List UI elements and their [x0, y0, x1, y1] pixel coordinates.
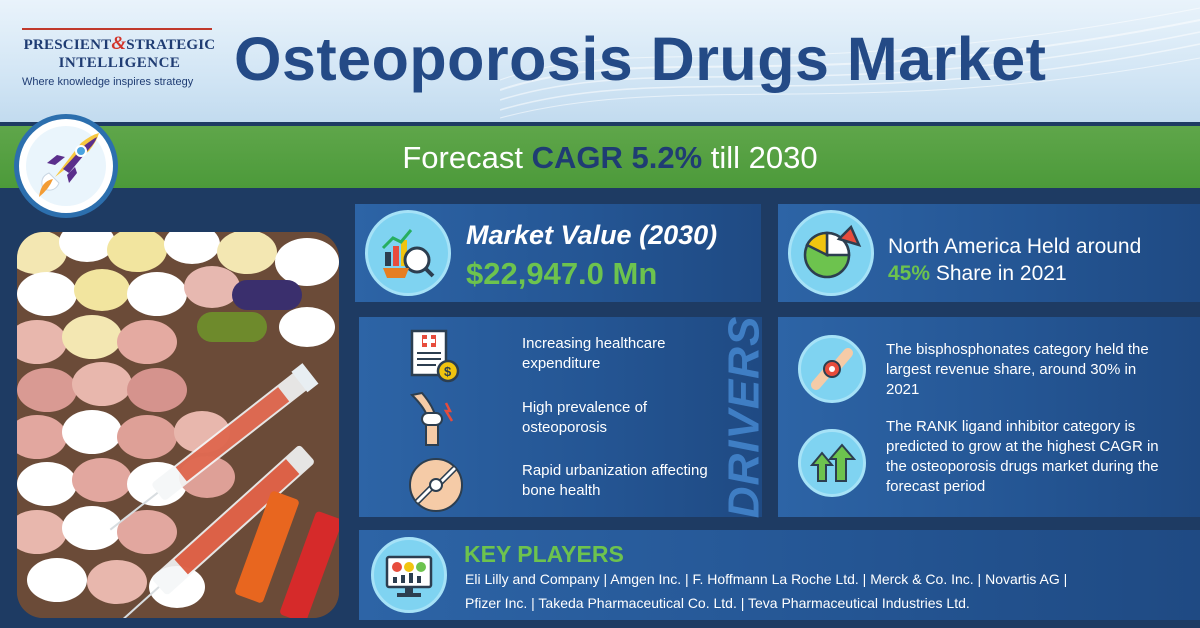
forecast-suffix: till 2030	[702, 140, 818, 175]
drivers-heading: DRIVERS	[719, 316, 768, 519]
market-analysis-icon	[381, 229, 435, 278]
key-players-line1: Eli Lilly and Company | Amgen Inc. | F. …	[465, 571, 1068, 587]
logo-ampersand: &	[111, 33, 127, 54]
segment-icon-circle-2	[798, 429, 866, 497]
logo-name-line2: INTELLIGENCE	[58, 55, 181, 71]
pills-illustration	[17, 232, 339, 618]
svg-text:$: $	[444, 364, 452, 379]
logo-word-prescient: PRESCIENT	[23, 37, 112, 53]
driver-text-urbanization: Rapid urbanization affecting bone health	[522, 462, 708, 499]
joint-icon	[811, 348, 853, 390]
forecast-cagr: CAGR 5.2%	[531, 140, 703, 175]
header: PRESCIENT&STRATEGIC INTELLIGENCE Where k…	[0, 0, 1200, 122]
dashboard-icon	[385, 555, 433, 597]
logo-word-strategic: STRATEGIC	[126, 37, 216, 53]
rocket-badge	[14, 114, 118, 218]
key-players-icon-circle	[371, 537, 447, 613]
region-share-panel: North America Held around 45% Share in 2…	[778, 204, 1200, 302]
region-share-line1: North America Held around	[888, 235, 1142, 258]
drivers-heading-text: DRIVERS	[719, 315, 768, 519]
market-value-panel: Market Value (2030) $22,947.0 Mn	[355, 204, 761, 302]
forecast-text: Forecast CAGR 5.2% till 2030	[0, 140, 1200, 176]
region-icon-circle	[788, 210, 874, 296]
forecast-band: Forecast CAGR 5.2% till 2030	[0, 126, 1200, 188]
page-title: Osteoporosis Drugs Market	[234, 25, 1047, 93]
drivers-panel: $ Increasing healthcare expenditure High…	[359, 316, 768, 519]
medical-bill-icon: $	[406, 325, 466, 385]
growth-arrows-icon	[809, 443, 856, 482]
segment-text-bisphosphonates: The bisphosphonates category held the la…	[886, 341, 1149, 398]
region-share-line2: 45% Share in 2021	[888, 262, 1067, 286]
region-share-percent: 45%	[888, 262, 931, 285]
market-value-icon-circle	[365, 210, 451, 296]
segment-text-rank-ligand: The RANK ligand inhibitor category is pr…	[886, 418, 1159, 495]
company-logo: PRESCIENT&STRATEGIC INTELLIGENCE Where k…	[22, 28, 217, 88]
logo-tagline: Where knowledge inspires strategy	[22, 76, 194, 88]
key-players-heading: KEY PLAYERS	[464, 541, 624, 567]
key-players-line2: Pfizer Inc. | Takeda Pharmaceutical Co. …	[465, 595, 970, 611]
driver-text-healthcare: Increasing healthcare expenditure	[522, 335, 666, 372]
region-share-year: Share in 2021	[930, 262, 1067, 285]
key-players-panel: KEY PLAYERS Eli Lilly and Company | Amge…	[359, 530, 1200, 620]
segments-panel: The bisphosphonates category held the la…	[778, 317, 1200, 517]
segment-icon-circle-1	[798, 335, 866, 403]
logo-name-line1: PRESCIENT&STRATEGIC	[22, 33, 217, 55]
logo-rule	[22, 28, 212, 30]
market-value-label: Market Value (2030)	[466, 220, 718, 250]
driver-text-prevalence: High prevalence of osteoporosis	[522, 399, 648, 436]
rocket-icon	[26, 126, 106, 206]
knee-joint-icon	[406, 389, 466, 449]
market-value-amount: $22,947.0 Mn	[466, 256, 658, 291]
forecast-prefix: Forecast	[402, 140, 532, 175]
pie-chart-icon	[803, 224, 862, 279]
bone-joint-icon	[406, 455, 466, 515]
pills-syringe-photo	[17, 232, 339, 618]
header-waves-decoration	[500, 7, 1200, 119]
